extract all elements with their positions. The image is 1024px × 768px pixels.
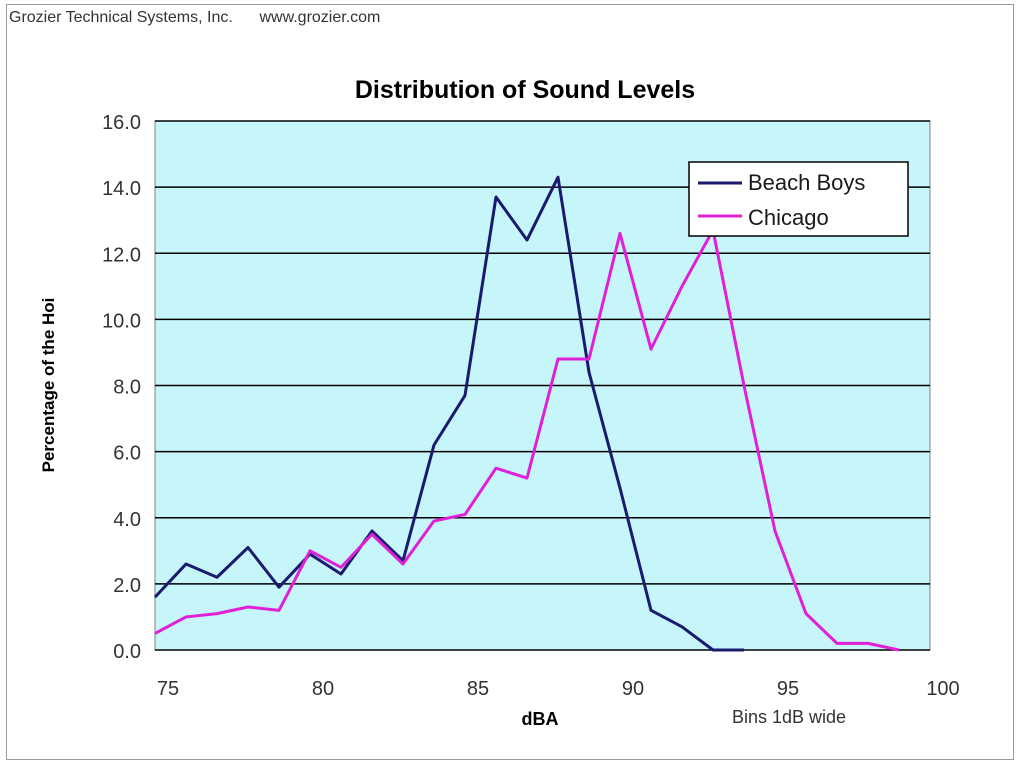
series-line-chicago [154,228,900,652]
website-url: www.grozier.com [259,9,381,26]
series-line-beach-boys [153,175,744,652]
y-tick-label: 12.0 [102,244,141,266]
grid-lines [155,120,930,651]
x-tick-label: 75 [157,678,179,700]
y-tick-label: 8.0 [113,377,141,399]
legend-box [688,161,909,237]
source-header: Grozier Technical Systems, Inc. www.groz… [9,9,380,27]
x-tick-label: 80 [312,678,334,700]
chart-title: Distribution of Sound Levels [355,76,695,104]
x-tick-label: 100 [926,678,959,700]
y-axis-ticks: 0.0 2.0 4.0 6.0 8.0 10.0 12.0 14.0 16.0 [102,112,141,663]
x-tick-label: 95 [777,678,799,700]
y-tick-label: 2.0 [113,575,141,597]
y-tick-label: 6.0 [113,443,141,465]
company-name: Grozier Technical Systems, Inc. [9,9,233,26]
legend-label-beach-boys: Beach Boys [748,170,865,195]
x-axis-label: dBA [522,709,559,729]
y-tick-label: 4.0 [113,509,141,531]
legend: Beach Boys Chicago [688,161,909,237]
x-tick-label: 90 [622,678,644,700]
y-axis-label: Percentage of the Hoi [39,298,58,473]
y-tick-label: 0.0 [113,641,141,663]
y-tick-label: 16.0 [102,112,141,134]
y-tick-label: 14.0 [102,178,141,200]
bins-note: Bins 1dB wide [732,707,846,727]
x-axis-ticks: 75 80 85 90 95 100 [157,678,960,700]
legend-label-chicago: Chicago [748,205,829,230]
y-tick-label: 10.0 [102,310,141,332]
series-lines [153,175,900,652]
x-tick-label: 85 [467,678,489,700]
